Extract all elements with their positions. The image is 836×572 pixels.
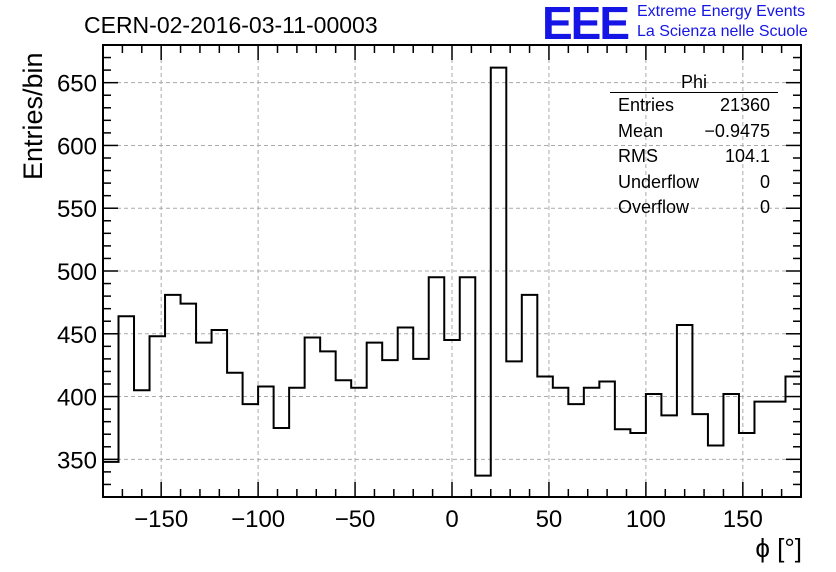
logo-line-2: La Scienza nelle Scuole	[637, 23, 808, 40]
x-tick-labels: −150 −100 −50 0 50 100 150	[134, 506, 763, 533]
eee-logo-text: Extreme Energy Events La Scienza nelle S…	[637, 2, 808, 42]
stats-label: Mean	[618, 120, 664, 141]
x-tick-label: 50	[536, 506, 563, 533]
x-tick-label: 0	[445, 506, 458, 533]
stats-row-entries: Entries 21360	[610, 93, 778, 119]
x-axis-label: ϕ [°]	[755, 533, 802, 563]
y-tick-label: 650	[57, 71, 97, 98]
stats-label: Entries	[618, 95, 675, 115]
stats-row-underflow: Underflow 0	[610, 170, 778, 196]
histogram-series	[102, 66, 802, 497]
stats-label: Underflow	[618, 171, 700, 192]
y-tick-label: 550	[57, 196, 97, 223]
x-tick-label: 100	[626, 506, 666, 533]
y-tick-label: 350	[57, 447, 97, 474]
y-axis-label: Entries/bin	[18, 52, 48, 180]
logo-line-1: Extreme Energy Events	[637, 3, 806, 20]
y-tick-label: 600	[57, 133, 97, 160]
stats-label: Overflow	[618, 197, 690, 217]
y-tick-label: 400	[57, 385, 97, 412]
stats-row-mean: Mean −0.9475	[610, 119, 778, 145]
stats-value: 0	[759, 197, 770, 217]
stats-row-rms: RMS 104.1	[610, 144, 778, 170]
chart-title: CERN-02-2016-03-11-00003	[84, 12, 378, 38]
x-tick-label: −150	[134, 506, 188, 533]
x-tick-label: −50	[335, 506, 376, 533]
y-tick-label: 500	[57, 259, 97, 286]
x-tick-label: 150	[723, 506, 763, 533]
stats-box: Phi Entries 21360 Mean −0.9475 RMS 104.1…	[610, 72, 778, 221]
stats-value: 21360	[719, 95, 770, 115]
stats-label: RMS	[618, 146, 658, 166]
stats-row-overflow: Overflow 0	[610, 195, 778, 221]
stats-value: 104.1	[724, 146, 770, 166]
stats-box-title: Phi	[610, 72, 778, 93]
grid-lines	[103, 45, 801, 497]
y-tick-labels: 350 400 450 500 550 600 650	[57, 71, 97, 475]
axis-ticks	[102, 44, 802, 498]
stats-value: −0.9475	[704, 120, 770, 141]
x-tick-label: −100	[231, 506, 285, 533]
y-tick-label: 450	[57, 322, 97, 349]
stats-value: 0	[759, 171, 770, 192]
eee-logo: EEE	[542, 0, 630, 49]
